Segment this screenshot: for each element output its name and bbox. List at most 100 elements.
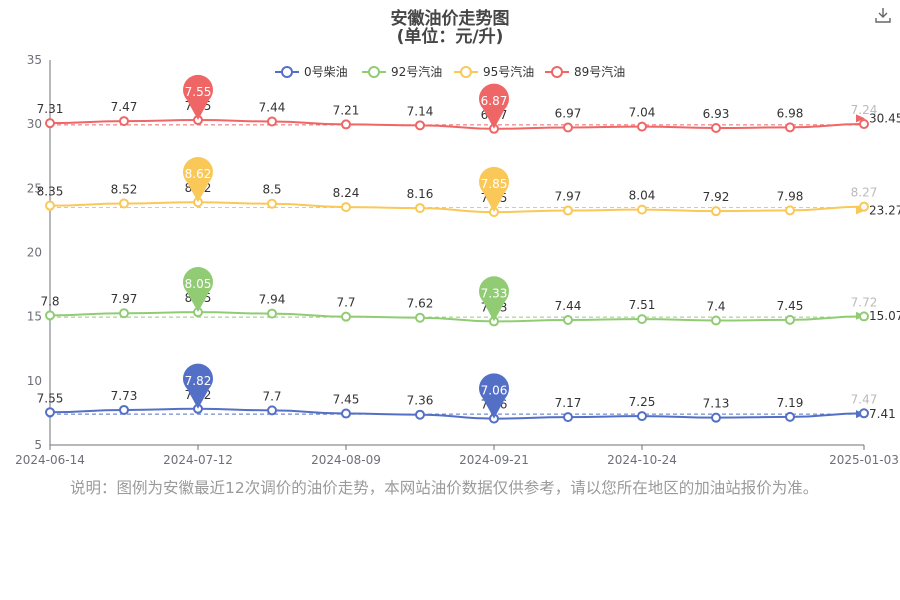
data-label: 8.27 — [851, 186, 878, 200]
data-label: 7.97 — [111, 292, 138, 306]
pin-max-label: 7.82 — [185, 374, 212, 388]
data-label: 7.36 — [407, 394, 434, 408]
series-line — [49, 119, 865, 130]
data-label: 8.35 — [37, 185, 64, 199]
data-point — [563, 412, 573, 423]
data-label: 7.25 — [629, 395, 656, 409]
y-tick-label: 15 — [27, 310, 42, 324]
data-point — [45, 118, 55, 129]
series-line — [49, 201, 865, 214]
pin-max-label: 8.05 — [185, 277, 212, 291]
data-label: 7.8 — [40, 294, 59, 308]
data-point — [785, 205, 795, 216]
data-point — [415, 203, 425, 214]
x-tick-label: 2024-10-24 — [607, 453, 677, 467]
data-point — [341, 202, 351, 213]
chart-note: 说明：图例为安徽最近12次调价的油价走势，本网站油价数据仅供参考，请以您所在地区… — [70, 479, 819, 497]
data-label: 6.98 — [777, 106, 804, 120]
data-point — [267, 116, 277, 127]
data-point — [45, 310, 55, 321]
data-label: 8.5 — [262, 183, 281, 197]
data-label: 7.4 — [706, 300, 725, 314]
data-point — [267, 405, 277, 416]
pin-max — [183, 363, 214, 409]
data-point — [785, 122, 795, 133]
data-label: 7.17 — [555, 396, 582, 410]
data-label: 7.7 — [336, 296, 355, 310]
y-tick-label: 30 — [27, 117, 42, 131]
data-label: 6.97 — [555, 107, 582, 121]
data-label: 6.93 — [703, 107, 730, 121]
legend-marker — [460, 66, 472, 78]
pin-min — [479, 373, 509, 419]
data-label: 7.04 — [629, 106, 656, 120]
y-tick-label: 10 — [27, 374, 42, 388]
chart-subtitle: (单位：元/升) — [396, 27, 504, 47]
pin-max — [183, 266, 214, 313]
data-point — [415, 409, 425, 420]
data-point — [415, 120, 425, 131]
pin-max-label: 7.55 — [185, 85, 212, 99]
pin-min-label: 6.87 — [481, 94, 508, 108]
data-label: 7.44 — [259, 100, 286, 114]
x-tick-label: 2025-01-03 — [829, 453, 899, 467]
x-tick-label: 2024-08-09 — [311, 453, 381, 467]
data-label: 7.24 — [851, 103, 878, 117]
series-end-arrow — [856, 206, 865, 215]
data-point — [563, 205, 573, 216]
data-label: 8.52 — [111, 182, 138, 196]
y-tick-label: 35 — [27, 53, 42, 67]
data-label: 7.7 — [262, 389, 281, 403]
data-label: 8.04 — [629, 189, 656, 203]
data-point — [859, 408, 869, 419]
data-point — [341, 119, 351, 130]
data-label: 7.14 — [407, 104, 434, 118]
data-label: 8.16 — [407, 187, 434, 201]
data-point — [711, 412, 721, 423]
data-point — [45, 407, 55, 418]
data-label: 7.13 — [703, 397, 730, 411]
data-point — [45, 200, 55, 211]
data-point — [563, 122, 573, 133]
y-tick-label: 25 — [27, 181, 42, 195]
data-label: 7.21 — [333, 103, 360, 117]
pin-min-label: 7.33 — [481, 286, 508, 300]
data-label: 7.45 — [333, 393, 360, 407]
data-point — [119, 198, 129, 209]
series-last-value: 23.27 — [869, 204, 900, 218]
x-tick-label: 2024-06-14 — [15, 453, 85, 467]
pin-max-label: 8.62 — [185, 167, 212, 181]
data-point — [711, 123, 721, 134]
chart-title: 安徽油价走势图 — [390, 9, 510, 29]
data-point — [267, 308, 277, 319]
data-point — [119, 116, 129, 127]
pin-max — [183, 74, 214, 121]
data-label: 7.72 — [851, 295, 878, 309]
data-label: 7.94 — [259, 293, 286, 307]
data-point — [859, 119, 869, 130]
pin-min — [479, 166, 509, 213]
data-label: 7.98 — [777, 189, 804, 203]
legend-label: 89号汽油 — [574, 64, 625, 79]
legend-label: 0号柴油 — [304, 65, 348, 79]
data-label: 7.62 — [407, 297, 434, 311]
data-point — [267, 198, 277, 209]
data-label: 7.92 — [703, 190, 730, 204]
data-point — [415, 312, 425, 323]
y-tick-label: 20 — [27, 246, 42, 260]
pin-max — [183, 156, 214, 203]
download-icon[interactable] — [874, 6, 892, 24]
legend-label: 95号汽油 — [483, 64, 534, 79]
data-point — [785, 314, 795, 325]
series-line — [49, 407, 865, 420]
pin-min-label: 7.85 — [481, 177, 508, 191]
data-point — [341, 311, 351, 322]
data-point — [859, 311, 869, 322]
data-point — [711, 206, 721, 217]
pin-min-label: 7.06 — [481, 384, 508, 398]
data-label: 7.47 — [111, 100, 138, 114]
legend-label: 92号汽油 — [391, 64, 442, 79]
legend-marker — [281, 66, 293, 78]
data-point — [785, 411, 795, 422]
x-tick-label: 2024-07-12 — [163, 453, 233, 467]
